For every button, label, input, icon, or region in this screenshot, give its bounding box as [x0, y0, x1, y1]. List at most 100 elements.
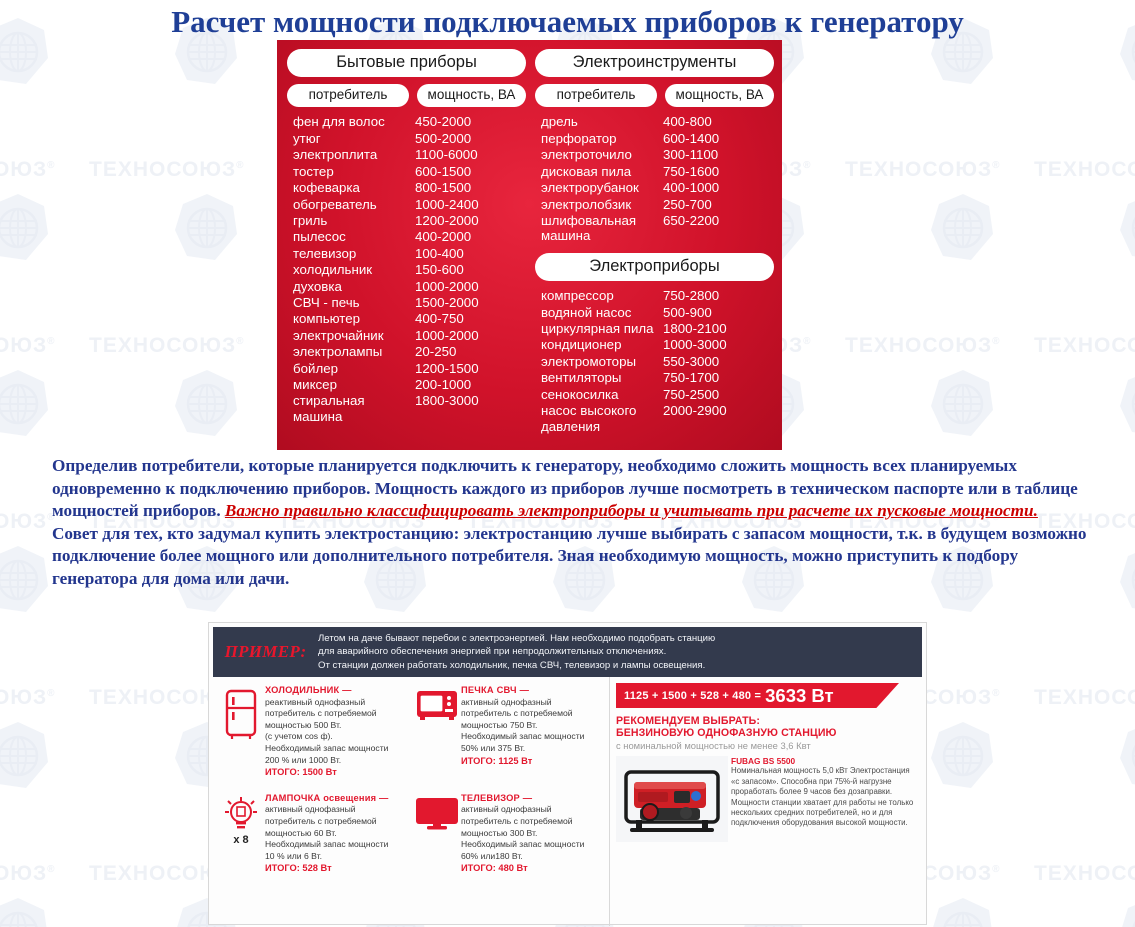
- table-row: кофеварка 800-1500: [287, 180, 526, 196]
- card-refrigerator: ХОЛОДИЛЬНИК — реактивный однофазный потр…: [217, 685, 413, 779]
- row-name: СВЧ - печь: [293, 294, 360, 310]
- card-title: ЛАМПОЧКА освещения —: [265, 792, 389, 803]
- watermark-tile: ТЕХНОСОЮЗ®: [1034, 156, 1135, 332]
- watermark-label: ТЕХНОСОЮЗ®: [845, 334, 1001, 357]
- paragraph-1-plain: Определив потребители, которые планирует…: [52, 456, 1078, 520]
- example-cards: ХОЛОДИЛЬНИК — реактивный однофазный потр…: [209, 677, 609, 926]
- table-row: электролобзик 250-700: [535, 197, 774, 213]
- table-row: телевизор 100-400: [287, 246, 526, 262]
- globe-icon: [0, 194, 48, 260]
- row-name: дрель: [541, 114, 578, 130]
- row-power: 200-1000: [415, 376, 472, 392]
- row-name: водяной насос: [541, 304, 632, 320]
- table-row: компрессор 750-2800: [535, 288, 774, 304]
- watermark-label: ТЕХНОСОЮЗ®: [89, 158, 245, 181]
- table-row: духовка 1000-2000: [287, 279, 526, 295]
- card-line: мощностью 750 Вт.: [461, 719, 538, 730]
- card-total: ИТОГО: 480 Вт: [461, 863, 528, 874]
- watermark-tile: ТЕХНОСОЮЗ®: [845, 156, 1074, 332]
- globe-icon: [0, 722, 48, 788]
- watermark-label: ТЕХНОСОЮЗ®: [0, 686, 56, 709]
- table-row: бойлер 1200-1500: [287, 361, 526, 377]
- globe-icon: [0, 898, 47, 927]
- card-line: (с учетом cos ф).: [265, 731, 333, 742]
- section-title-tools: Электроинструменты: [535, 49, 774, 78]
- table-row: СВЧ - печь 1500-2000: [287, 295, 526, 311]
- example-panel: ПРИМЕР: Летом на даче бывают перебои с э…: [208, 622, 927, 926]
- globe-icon: [933, 898, 992, 927]
- row-name: гриль: [293, 212, 328, 228]
- row-power: 750-1700: [663, 370, 720, 386]
- card-text: ТЕЛЕВИЗОР — активный однофазный потребит…: [461, 793, 584, 875]
- table-row: тостер 600-1500: [287, 164, 526, 180]
- watermark-label: ТЕХНОСОЮЗ®: [0, 158, 56, 181]
- table-row: дисковая пила 750-1600: [535, 164, 774, 180]
- example-summary: 1125 + 1500 + 528 + 480 = 3633 Вт РЕКОМЕ…: [609, 677, 920, 926]
- row-name: электромоторы: [541, 353, 637, 369]
- column-header-consumer: потребитель: [287, 84, 409, 108]
- header-row-tools: потребитель мощность, ВА: [535, 84, 774, 108]
- card-line: реактивный однофазный: [265, 696, 366, 707]
- table-row: холодильник 150-600: [287, 262, 526, 278]
- summary-result: 3633 Вт: [765, 684, 834, 706]
- table-row: электромоторы 550-3000: [535, 354, 774, 370]
- product-text: FUBAG BS 5500 Номинальная мощность 5,0 к…: [728, 756, 914, 842]
- row-power: 650-2200: [663, 212, 720, 228]
- row-name: сенокосилка: [541, 386, 619, 402]
- row-name: тостер: [293, 163, 334, 179]
- row-power: 150-600: [415, 262, 464, 278]
- microwave-icon: [413, 685, 461, 779]
- paragraph-1-emphasis: Важно правильно классифицировать электро…: [224, 501, 1038, 520]
- card-total: ИТОГО: 528 Вт: [265, 863, 332, 874]
- rows-tools: дрель 400-800 перфоратор 600-1400 электрот…: [535, 114, 774, 243]
- row-name: холодильник: [293, 262, 373, 278]
- globe-icon: [1120, 729, 1135, 785]
- card-television: ТЕЛЕВИЗОР — активный однофазный потребит…: [413, 793, 609, 875]
- table-row: кондиционер 1000-3000: [535, 337, 774, 353]
- card-total: ИТОГО: 1500 Вт: [265, 767, 337, 778]
- summary-equation: 1125 + 1500 + 528 + 480 =: [624, 689, 762, 702]
- globe-icon: [1120, 553, 1135, 609]
- table-row: утюг 500-2000: [287, 131, 526, 147]
- watermark-tile: ТЕХНОСОЮЗ®: [0, 156, 129, 332]
- column-header-consumer: потребитель: [535, 84, 657, 108]
- product-description: Номинальная мощность 5,0 кВт Электростан…: [731, 766, 914, 828]
- row-power: 100-400: [415, 245, 464, 261]
- row-power: 500-2000: [415, 130, 472, 146]
- table-row: электролампы 20-250: [287, 344, 526, 360]
- row-power: 400-750: [415, 311, 464, 327]
- table-row: электрорубанок 400-1000: [535, 180, 774, 196]
- card-line: активный однофазный: [265, 804, 356, 815]
- table-row: пылесос 400-2000: [287, 229, 526, 245]
- card-title: ТЕЛЕВИЗОР —: [461, 792, 533, 803]
- card-title: ПЕЧКА СВЧ —: [461, 685, 530, 695]
- card-line: мощностью 500 Вт.: [265, 719, 342, 730]
- example-intro: Летом на даче бывают перебои с электроэн…: [318, 632, 715, 673]
- row-name: миксер: [293, 376, 337, 392]
- globe-icon: [175, 194, 237, 260]
- row-power: 450-2000: [415, 114, 472, 130]
- card-text: ЛАМПОЧКА освещения — активный однофазный…: [265, 793, 389, 875]
- row-power: 400-1000: [663, 180, 720, 196]
- example-header: ПРИМЕР: Летом на даче бывают перебои с э…: [213, 627, 922, 677]
- row-power: 1000-2400: [415, 196, 479, 212]
- row-power: 750-2500: [663, 386, 720, 402]
- watermark-label: ТЕХНОСОЮЗ®: [0, 334, 56, 357]
- card-line: мощностью 300 Вт.: [461, 827, 538, 838]
- card-line: потребитель с потребяемой: [265, 815, 377, 826]
- row-name: электроточило: [541, 147, 632, 163]
- row-name: фен для волос: [293, 114, 385, 130]
- table-row: гриль 1200-2000: [287, 213, 526, 229]
- section-title-appliances: Электроприборы: [535, 252, 774, 282]
- generator-image: [616, 756, 728, 842]
- row-name: утюг: [293, 130, 321, 146]
- lightbulb-icon: x 8: [217, 793, 265, 875]
- rows-appliances: компрессор 750-2800 водяной насос 500-900 …: [535, 288, 774, 434]
- body-text: Определив потребители, которые планирует…: [52, 455, 1087, 590]
- row-name: бойлер: [293, 360, 338, 376]
- globe-icon: [175, 370, 237, 436]
- watermark-label: ТЕХНОСОЮЗ®: [1034, 862, 1135, 885]
- watermark-label: ТЕХНОСОЮЗ®: [0, 862, 56, 885]
- card-line: 50% или 375 Вт.: [461, 742, 526, 753]
- table-row: вентиляторы 750-1700: [535, 370, 774, 386]
